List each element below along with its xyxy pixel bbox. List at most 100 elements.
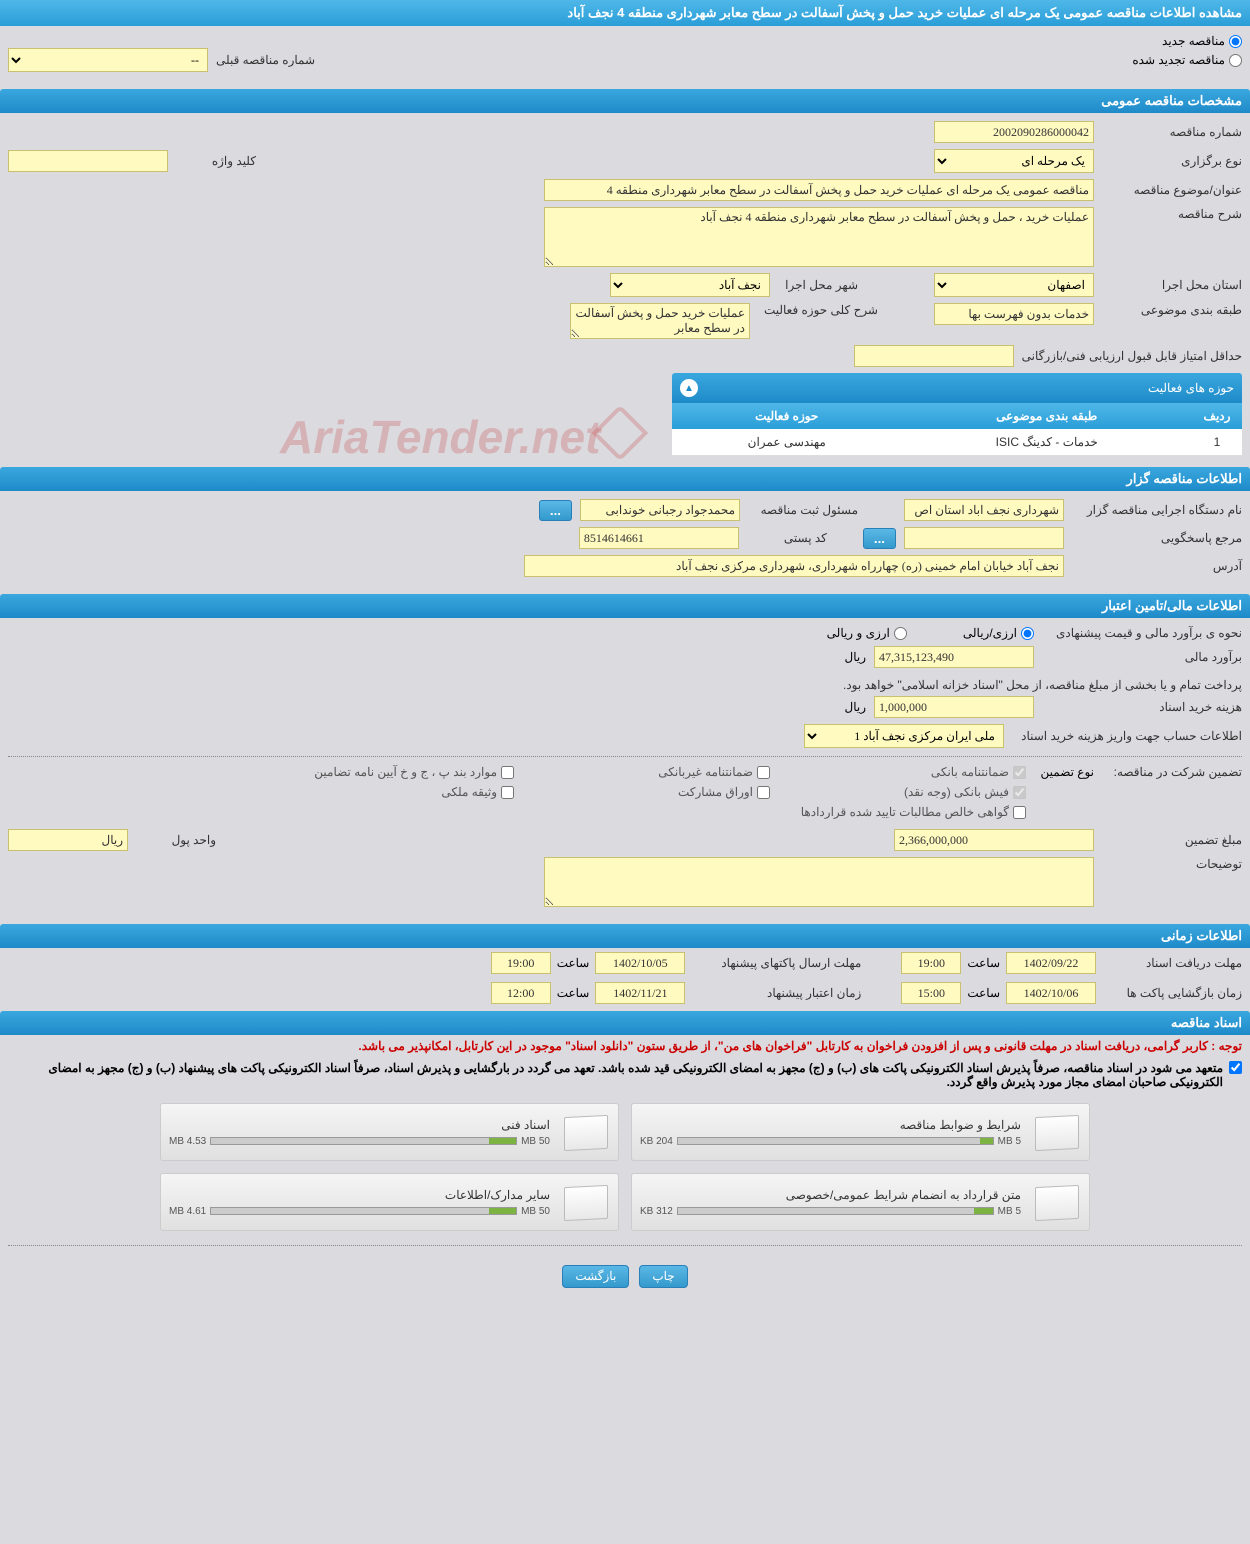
account-select[interactable]: ملی ایران مرکزی نجف آباد 1 [804,724,1004,748]
org-label: نام دستگاه اجرایی مناقصه گزار [1072,503,1242,517]
currency-unit-input[interactable] [8,829,128,851]
title-input[interactable] [544,179,1094,201]
doc-progress [210,1137,517,1145]
estimate-label: برآورد مالی [1042,650,1242,664]
offer-deadline-label: مهلت ارسال پاکتهای پیشنهاد [691,956,861,970]
docs-warning-black: متعهد می شود در اسناد مناقصه، صرفاً پذیر… [8,1061,1223,1089]
doc-card[interactable]: متن قرارداد به انضمام شرایط عمومی/خصوصی … [631,1173,1090,1231]
account-label: اطلاعات حساب جهت واریز هزینه خرید اسناد [1012,729,1242,743]
chk-nonbank[interactable] [757,766,770,779]
activity-panel-header: حوزه های فعالیت ▲ [672,373,1242,403]
offer-deadline-time[interactable] [491,952,551,974]
category-label: طبقه بندی موضوعی [1102,303,1242,317]
doc-title: متن قرارداد به انضمام شرایط عمومی/خصوصی [640,1188,1021,1202]
signature-commitment-check[interactable] [1229,1061,1242,1074]
doc-fee-input[interactable] [874,696,1034,718]
radio-renewed-tender[interactable] [1229,54,1242,67]
doc-card[interactable]: سایر مدارک/اطلاعات 50 MB 4.61 MB [160,1173,619,1231]
validity-date[interactable] [595,982,685,1004]
registrar-label: مسئول ثبت مناقصه [748,503,858,517]
col-row: ردیف [1192,403,1242,429]
section-caller: اطلاعات مناقصه گزار [0,467,1250,491]
folder-icon [560,1112,610,1152]
scope-textarea[interactable] [570,303,750,339]
section-general: مشخصات مناقصه عمومی [0,89,1250,113]
opening-time[interactable] [901,982,961,1004]
title-label: عنوان/موضوع مناقصه [1102,183,1242,197]
doc-progress [677,1207,994,1215]
holding-type-label: نوع برگزاری [1102,154,1242,168]
city-select[interactable]: نجف آباد [610,273,770,297]
prev-number-select[interactable]: -- [8,48,208,72]
holding-type-select[interactable]: یک مرحله ای [934,149,1094,173]
validity-label: زمان اعتبار پیشنهاد [691,986,861,1000]
currency-unit-label: واحد پول [136,833,216,847]
estimate-method-label: نحوه ی برآورد مالی و قیمت پیشنهادی [1042,626,1242,640]
doc-deadline-label: مهلت دریافت اسناد [1102,956,1242,970]
responder-input[interactable] [904,527,1064,549]
activity-table: ردیف طبقه بندی موضوعی حوزه فعالیت 1خدمات… [672,403,1242,456]
docs-warning-red: توجه : کاربر گرامی، دریافت اسناد در مهلت… [0,1035,1250,1057]
address-input[interactable] [524,555,1064,577]
tender-number-label: شماره مناقصه [1102,125,1242,139]
keyword-input[interactable] [8,150,168,172]
doc-title: اسناد فنی [169,1118,550,1132]
notes-textarea[interactable] [544,857,1094,907]
guarantee-amount-input[interactable] [894,829,1094,851]
opening-date[interactable] [1006,982,1096,1004]
activity-title: حوزه های فعالیت [1148,381,1234,395]
back-button[interactable]: بازگشت [562,1265,629,1288]
tender-type-radios: مناقصه جدید [8,34,1242,48]
province-label: استان محل اجرا [1102,278,1242,292]
responder-label: مرجع پاسخگویی [1072,531,1242,545]
folder-icon [560,1182,610,1222]
chk-securities[interactable] [757,786,770,799]
chk-bank[interactable] [1013,766,1026,779]
doc-deadline-date[interactable] [1006,952,1096,974]
doc-card[interactable]: اسناد فنی 50 MB 4.53 MB [160,1103,619,1161]
table-row: 1خدمات - کدینگ ISICمهندسی عمران [672,429,1242,456]
doc-fee-label: هزینه خرید اسناد [1042,700,1242,714]
guarantee-sub: نوع تضمین [1034,765,1094,779]
city-label: شهر محل اجرا [778,278,858,292]
section-time: اطلاعات زمانی [0,924,1250,948]
folder-icon [1031,1182,1081,1222]
chk-contracts[interactable] [1013,806,1026,819]
radio-renewed-label: مناقصه تجدید شده [1132,53,1225,67]
tender-number-input[interactable] [934,121,1094,143]
registrar-input[interactable] [580,499,740,521]
radio-currency[interactable] [894,627,907,640]
org-input[interactable] [904,499,1064,521]
print-button[interactable]: چاپ [639,1265,687,1288]
chk-cash[interactable] [1013,786,1026,799]
doc-card[interactable]: شرایط و ضوابط مناقصه 5 MB 204 KB [631,1103,1090,1161]
prev-number-label: شماره مناقصه قبلی [216,53,315,67]
doc-deadline-time[interactable] [901,952,961,974]
min-score-input[interactable] [854,345,1014,367]
scope-label: شرح کلی حوزه فعالیت [758,303,878,317]
responder-lookup-button[interactable]: ... [863,528,896,549]
estimate-input[interactable] [874,646,1034,668]
desc-label: شرح مناقصه [1102,207,1242,221]
postal-label: کد پستی [747,531,827,545]
section-financial: اطلاعات مالی/تامین اعتبار [0,594,1250,618]
chk-items[interactable] [501,766,514,779]
chk-property[interactable] [501,786,514,799]
desc-textarea[interactable] [544,207,1094,267]
keyword-label: کلید واژه [176,154,256,168]
col-scope: حوزه فعالیت [672,403,901,429]
collapse-icon[interactable]: ▲ [680,379,698,397]
guarantee-amount-label: مبلغ تضمین [1102,833,1242,847]
rial-unit: ریال [844,650,866,664]
validity-time[interactable] [491,982,551,1004]
category-input[interactable] [934,303,1094,325]
province-select[interactable]: اصفهان [934,273,1094,297]
postal-input[interactable] [579,527,739,549]
radio-new-label: مناقصه جدید [1162,34,1225,48]
offer-deadline-date[interactable] [595,952,685,974]
section-docs: اسناد مناقصه [0,1011,1250,1035]
doc-title: سایر مدارک/اطلاعات [169,1188,550,1202]
radio-new-tender[interactable] [1229,35,1242,48]
registrar-lookup-button[interactable]: ... [539,500,572,521]
radio-rial[interactable] [1021,627,1034,640]
